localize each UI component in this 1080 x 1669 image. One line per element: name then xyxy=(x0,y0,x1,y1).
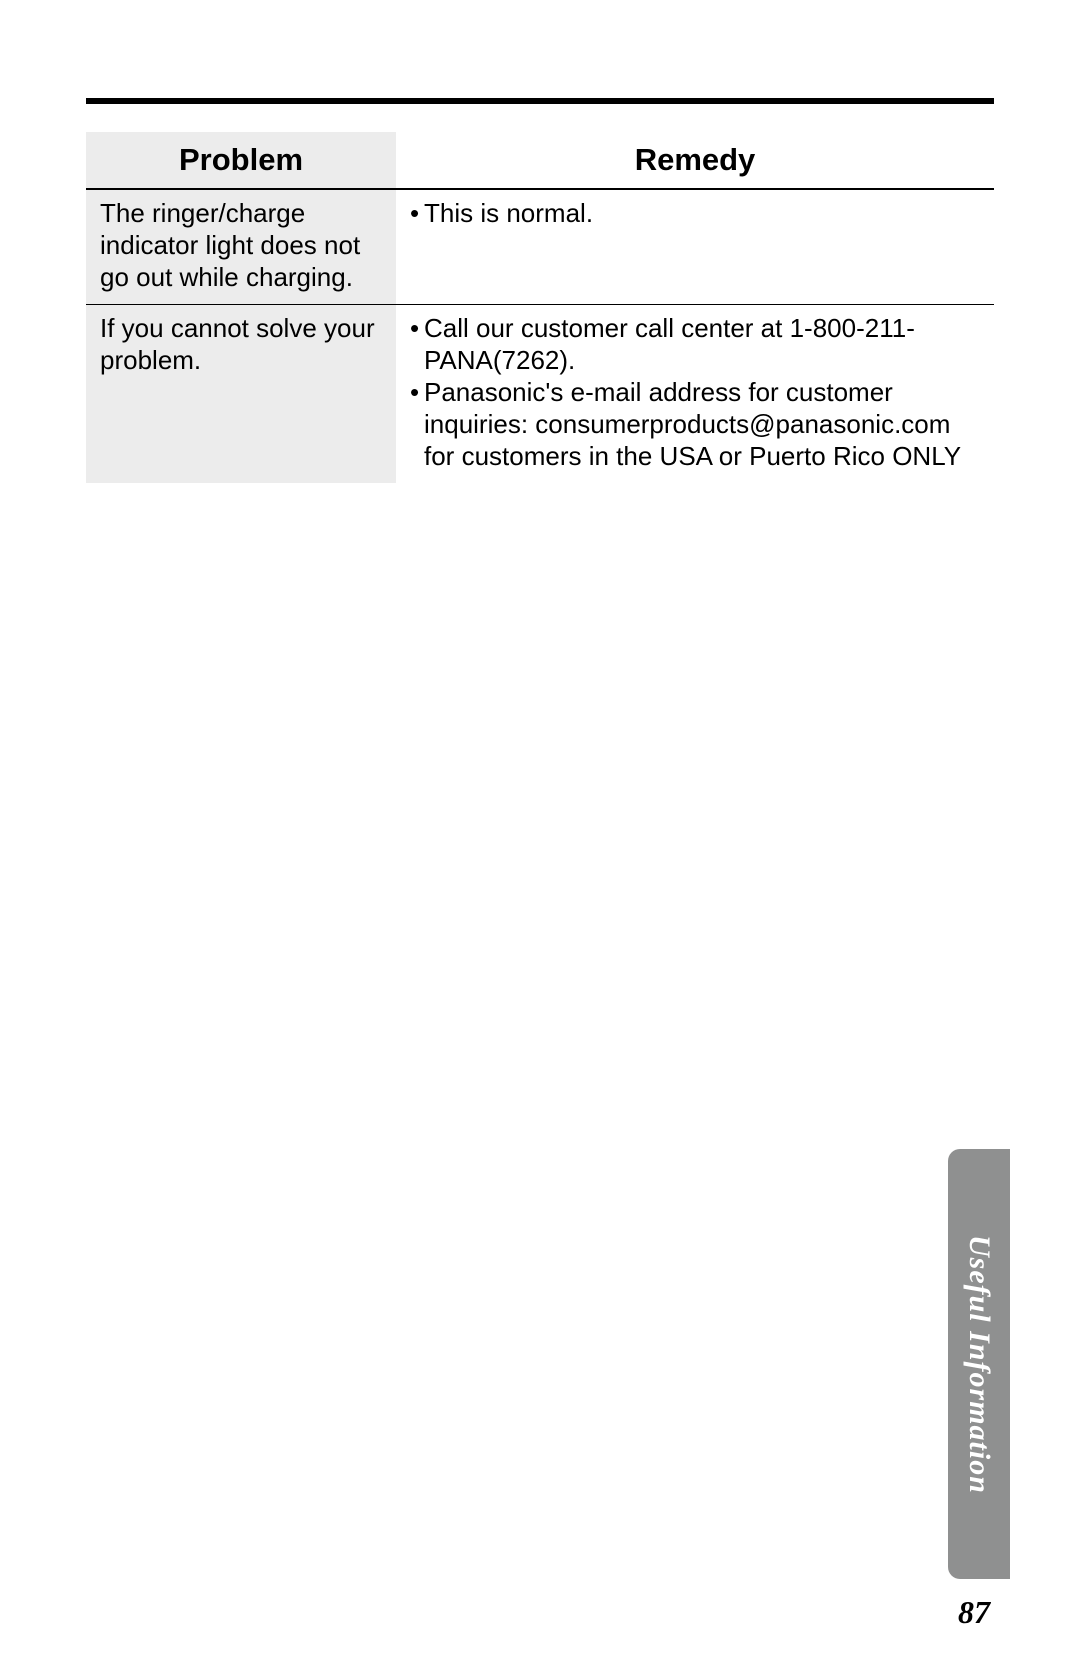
problem-cell: If you cannot solve your problem. xyxy=(86,304,396,482)
manual-page: Problem Remedy The ringer/charge indicat… xyxy=(0,0,1080,1669)
table-header-row: Problem Remedy xyxy=(86,132,994,189)
remedy-list: Call our customer call center at 1-800-2… xyxy=(410,313,982,473)
page-number: 87 xyxy=(958,1594,990,1631)
section-tab-label: Useful Information xyxy=(962,1235,996,1494)
remedy-list: This is normal. xyxy=(410,198,982,230)
remedy-item: Panasonic's e-mail address for customer … xyxy=(410,377,982,473)
problem-cell: The ringer/charge indicator light does n… xyxy=(86,189,396,304)
remedy-item: Call our customer call center at 1-800-2… xyxy=(410,313,982,377)
header-remedy: Remedy xyxy=(396,132,994,189)
section-tab: Useful Information xyxy=(948,1149,1010,1579)
remedy-cell: This is normal. xyxy=(396,189,994,304)
table-row: The ringer/charge indicator light does n… xyxy=(86,189,994,304)
table-row: If you cannot solve your problem. Call o… xyxy=(86,304,994,482)
troubleshooting-table: Problem Remedy The ringer/charge indicat… xyxy=(86,132,994,483)
remedy-item: This is normal. xyxy=(410,198,982,230)
header-problem: Problem xyxy=(86,132,396,189)
table-body: The ringer/charge indicator light does n… xyxy=(86,189,994,483)
remedy-cell: Call our customer call center at 1-800-2… xyxy=(396,304,994,482)
top-rule xyxy=(86,98,994,104)
